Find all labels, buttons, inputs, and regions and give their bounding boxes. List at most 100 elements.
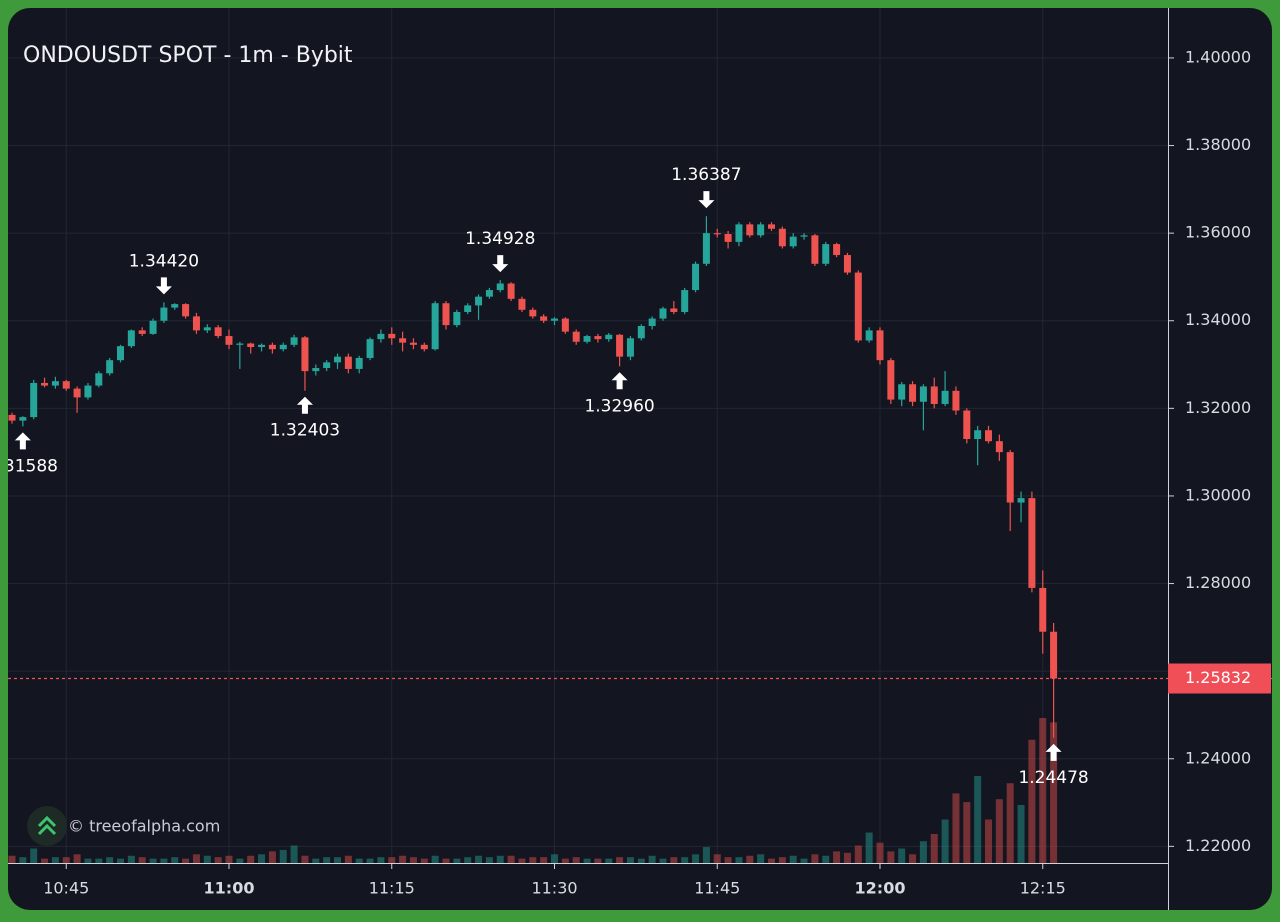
candle-body [833, 244, 841, 256]
candle-body [974, 430, 982, 440]
candle-body [30, 382, 38, 418]
candle-body [431, 303, 439, 350]
volume-bar [442, 858, 450, 863]
volume-bar [496, 855, 504, 863]
x-tick-label: 10:45 [43, 879, 89, 898]
candle-body [51, 381, 59, 386]
watermark: © treeofalpha.com [68, 817, 220, 836]
volume-bar [344, 855, 352, 863]
candle-body [182, 304, 190, 317]
volume-bar [854, 845, 862, 863]
candle-body [659, 308, 667, 319]
volume-bar [62, 857, 70, 863]
high-label: 1.36387 [671, 165, 741, 185]
candle-body [746, 224, 754, 236]
candle-body [681, 290, 689, 312]
volume-bar [355, 858, 363, 863]
candle-body [822, 244, 830, 264]
y-tick-label: 1.36000 [1185, 223, 1251, 242]
candle-body [214, 327, 222, 337]
candle-body [475, 296, 483, 306]
volume-bar [192, 854, 200, 863]
candle-body [247, 343, 255, 348]
volume-bar [334, 857, 341, 863]
volume-bar [485, 857, 493, 863]
volume-bar [713, 854, 721, 863]
chart-title: ONDOUSDT SPOT - 1m - Bybit [23, 43, 353, 68]
candle-body [1028, 498, 1036, 588]
y-tick-label: 1.32000 [1185, 398, 1251, 417]
volume-bar [19, 857, 27, 863]
candle-body [963, 410, 971, 440]
candle-body [127, 330, 135, 347]
candle-body [757, 224, 765, 236]
x-tick-label: 11:15 [369, 879, 415, 898]
low-marker [14, 432, 31, 450]
high-label: 1.34420 [129, 251, 199, 271]
volume-bar [594, 858, 602, 863]
volume-bar [8, 855, 16, 863]
candle-body [464, 305, 472, 312]
volume-bar [138, 857, 146, 863]
volume-bar [268, 851, 276, 863]
volume-bar [409, 857, 417, 863]
volume-bar [692, 854, 700, 863]
candle-body [724, 234, 732, 242]
high-label: 1.34928 [465, 229, 535, 249]
candle-body [279, 344, 287, 350]
volume-bar [616, 857, 624, 863]
volume-bar [149, 858, 157, 863]
candle-body [334, 356, 341, 363]
volume-bar [225, 855, 233, 863]
y-tick-label: 1.34000 [1185, 310, 1251, 329]
volume-bar [605, 858, 613, 863]
x-tick-label: 11:45 [694, 879, 740, 898]
volume-bar [648, 855, 656, 863]
candle-body [919, 386, 927, 402]
candle-body [551, 318, 558, 321]
volume-bar [30, 848, 38, 863]
candle-body [952, 390, 960, 411]
volume-bar [1039, 718, 1047, 863]
candle-body [160, 307, 168, 321]
low-label: 1.31588 [0, 456, 58, 476]
volume-bar [572, 857, 580, 863]
candle-body [41, 382, 49, 386]
y-tick-label: 1.38000 [1185, 135, 1251, 154]
volume-bar [670, 857, 678, 863]
candle-body [106, 360, 114, 374]
volume-bar [833, 851, 841, 863]
candle-body [692, 263, 700, 291]
volume-bar [843, 852, 851, 863]
candle-body [865, 330, 873, 341]
volume-bar [757, 854, 765, 863]
low-label: 1.32403 [270, 421, 340, 441]
volume-bar [963, 802, 971, 863]
volume-bar [876, 842, 884, 863]
candle-body [985, 430, 992, 442]
volume-bar [51, 857, 59, 863]
candle-body [843, 255, 851, 273]
volume-bar [420, 858, 428, 863]
volume-bar [84, 858, 92, 863]
candle-body [887, 360, 895, 400]
volume-bar [1017, 805, 1025, 863]
volume-bar [279, 849, 287, 863]
volume-bar [724, 857, 732, 863]
volume-bar [561, 858, 569, 863]
y-tick-label: 1.28000 [1185, 573, 1251, 592]
candle-body [561, 318, 569, 332]
candle-body [268, 344, 276, 350]
candle-body [778, 228, 786, 247]
volume-bar [95, 858, 103, 863]
x-tick-label: 11:30 [531, 879, 577, 898]
candle-body [453, 311, 461, 326]
volume-bar [464, 857, 472, 863]
volume-bar [236, 858, 244, 863]
candle-body [62, 381, 70, 389]
candle-body [366, 339, 374, 358]
volume-bar [583, 858, 591, 863]
candle-body [1039, 587, 1047, 632]
volume-bar [301, 855, 309, 863]
volume-bar [247, 855, 255, 863]
